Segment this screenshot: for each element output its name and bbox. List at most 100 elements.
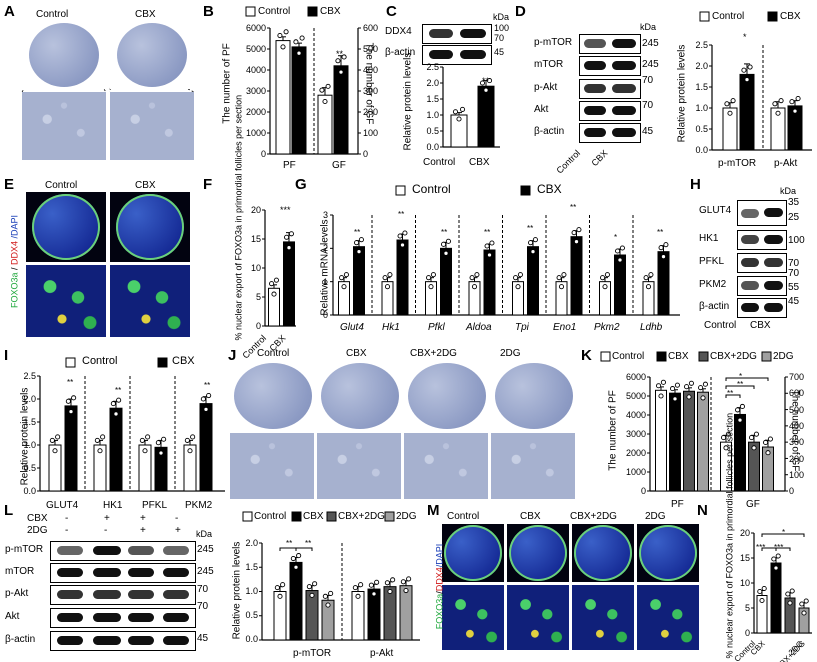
i-sig-hk1: ** — [115, 386, 122, 395]
f-bar-control-point — [271, 291, 277, 297]
d-bar-pmtor-control-point — [727, 110, 733, 116]
i-bar-GLUT4-cbx — [64, 405, 78, 492]
l-tick-1.5: 1.5 — [245, 562, 258, 572]
b-bar-gf-cbx-point — [338, 69, 344, 75]
d-bar-pmtor-cbx-point — [744, 77, 750, 83]
n-bar-cbx — [770, 562, 782, 634]
c-blot-actin — [422, 45, 492, 65]
l-blot-pakt — [50, 585, 196, 605]
g-bar-Pkm2-cbx-point — [619, 245, 625, 251]
g-bar-Ldhb-cbx — [657, 251, 670, 316]
k-tick-5000: 5000 — [625, 391, 646, 401]
c-kda-70: 70 — [494, 33, 505, 43]
f-bar-control-point — [273, 277, 279, 283]
b-rtick-400: 400 — [363, 65, 379, 75]
h-blot-pkm2 — [737, 276, 787, 296]
m-label-cbx: CBX — [520, 511, 541, 522]
g-bar-Eno1-control-point — [561, 272, 567, 278]
g-bar-Tpi-cbx-point — [532, 237, 538, 243]
b-bar-pf-control-point — [283, 29, 289, 35]
panel-label-j: J — [228, 347, 237, 364]
g-x-hk1: Hk1 — [382, 322, 400, 333]
l-tick-2: 2.0 — [245, 538, 258, 548]
d-blot-label-akt: Akt — [534, 104, 549, 115]
n-bar-cbx2dg-point — [789, 588, 795, 594]
b-bar-pf-cbx-point — [293, 39, 299, 45]
l-kda-45: 45 — [197, 633, 209, 644]
n-bar-cbx2dg-point — [787, 600, 793, 606]
l-bar-pakt-2dg-point — [400, 579, 406, 585]
g-bar-Ldhb-control-point — [643, 275, 649, 281]
j-micrograph-cbx2dg-high — [404, 433, 488, 499]
n-tick-5: 5 — [744, 603, 750, 613]
d-bar-pakt-control-point — [778, 98, 784, 104]
b-bar-pf-control — [275, 40, 291, 155]
i-x-glut4: GLUT4 — [46, 500, 79, 511]
b-bar-pf-control-point — [280, 44, 286, 50]
d-blot-label-mtor: mTOR — [534, 59, 564, 70]
g-tick-3: 3 — [323, 210, 329, 220]
d-kda-70b: 70 — [642, 100, 654, 111]
g-bar-Ldhb-cbx-point — [663, 242, 669, 248]
k-x-pf: PF — [671, 499, 684, 510]
e-micrograph-control-high — [26, 265, 106, 337]
b-tick-0: 0 — [260, 149, 266, 159]
panel-label-e: E — [4, 176, 15, 193]
g-bar-Glut4-control-point — [339, 275, 345, 281]
d-blot-label-actin: β-actin — [534, 126, 565, 137]
l-bar-pmtor-cbx2dg-point — [312, 581, 318, 587]
j-micrograph-cbx-low — [317, 362, 401, 430]
l-bar-pakt-cbx — [367, 588, 381, 641]
h-blot-pfkl — [737, 253, 787, 273]
k-tick-0: 0 — [640, 486, 646, 496]
l-blot-label-pakt: p-Akt — [5, 588, 29, 599]
g-bar-Aldoa-cbx-point — [484, 243, 490, 249]
l-legend-cbx: CBX — [303, 511, 324, 522]
i-bar-HK1-cbx-point — [110, 401, 116, 407]
n-bar-control-point — [759, 597, 765, 604]
j-label-cbx2dg: CBX+2DG — [410, 348, 457, 359]
l-legend-control: Control — [254, 511, 287, 522]
i-bar-PFKL-control-point — [142, 448, 148, 454]
b-rtick-200: 200 — [363, 107, 379, 117]
n-bar-2dg-point — [801, 610, 807, 616]
l-bar-pmtor-cbx — [289, 561, 303, 641]
k-bar-pf-cbx2dg-point — [686, 394, 692, 400]
g-bar-Aldoa-cbx-point — [486, 252, 493, 258]
c-blot-label-ddx4: DDX4 — [385, 26, 412, 37]
n-bracket-3 — [775, 547, 791, 551]
g-bar-Eno1-control-point — [556, 275, 562, 281]
g-bar-Glut4-control-point — [341, 284, 347, 290]
d-ylabel: Relative protein levels — [676, 44, 688, 143]
k-bar-pf-control-point — [656, 383, 662, 389]
k-bar-pf-cbx-point — [672, 396, 678, 402]
i-x-pfkl: PFKL — [142, 500, 168, 511]
k-bar-gf-2dg-point — [763, 439, 769, 446]
d-bar-pakt-cbx-point — [795, 96, 801, 102]
b-rtick-500: 500 — [363, 44, 379, 54]
c-bar-control-point — [456, 116, 462, 122]
d-bar-pakt-control-point — [772, 101, 778, 107]
b-legend-box-cbx — [307, 6, 318, 17]
c-blot-label-actin: β-actin — [385, 47, 416, 58]
g-bar-Tpi-cbx-point — [530, 249, 536, 255]
g-bar-Glut4-cbx-point — [354, 240, 360, 246]
d-kda-245a: 245 — [642, 38, 659, 49]
b-tick-6000: 6000 — [245, 23, 266, 33]
k-rtick-500: 500 — [789, 405, 805, 415]
k-legend-cbx2dg: CBX+2DG — [710, 351, 757, 362]
g-bar-Aldoa-cbx — [483, 249, 496, 316]
i-bar-PKM2-control-point — [184, 437, 190, 443]
b-bar-gf-control-point — [322, 98, 328, 105]
g-bar-Pfkl-cbx-point — [445, 238, 451, 244]
c-bar-cbx-point — [483, 87, 489, 93]
g-x-aldoa: Aldoa — [466, 322, 492, 333]
i-bar-PFKL-cbx-point — [158, 450, 164, 456]
l-bar-pakt-cbx2dg-point — [390, 577, 396, 583]
g-bar-Hk1-cbx-point — [399, 242, 406, 248]
l-sign-2dg-0: - — [65, 525, 69, 536]
l-legend-box-cbx2dg — [326, 511, 337, 522]
l-bar-pakt-cbx-point — [368, 582, 374, 588]
b-bar-gf-control-point — [325, 83, 331, 89]
panel-label-d: D — [515, 3, 526, 20]
